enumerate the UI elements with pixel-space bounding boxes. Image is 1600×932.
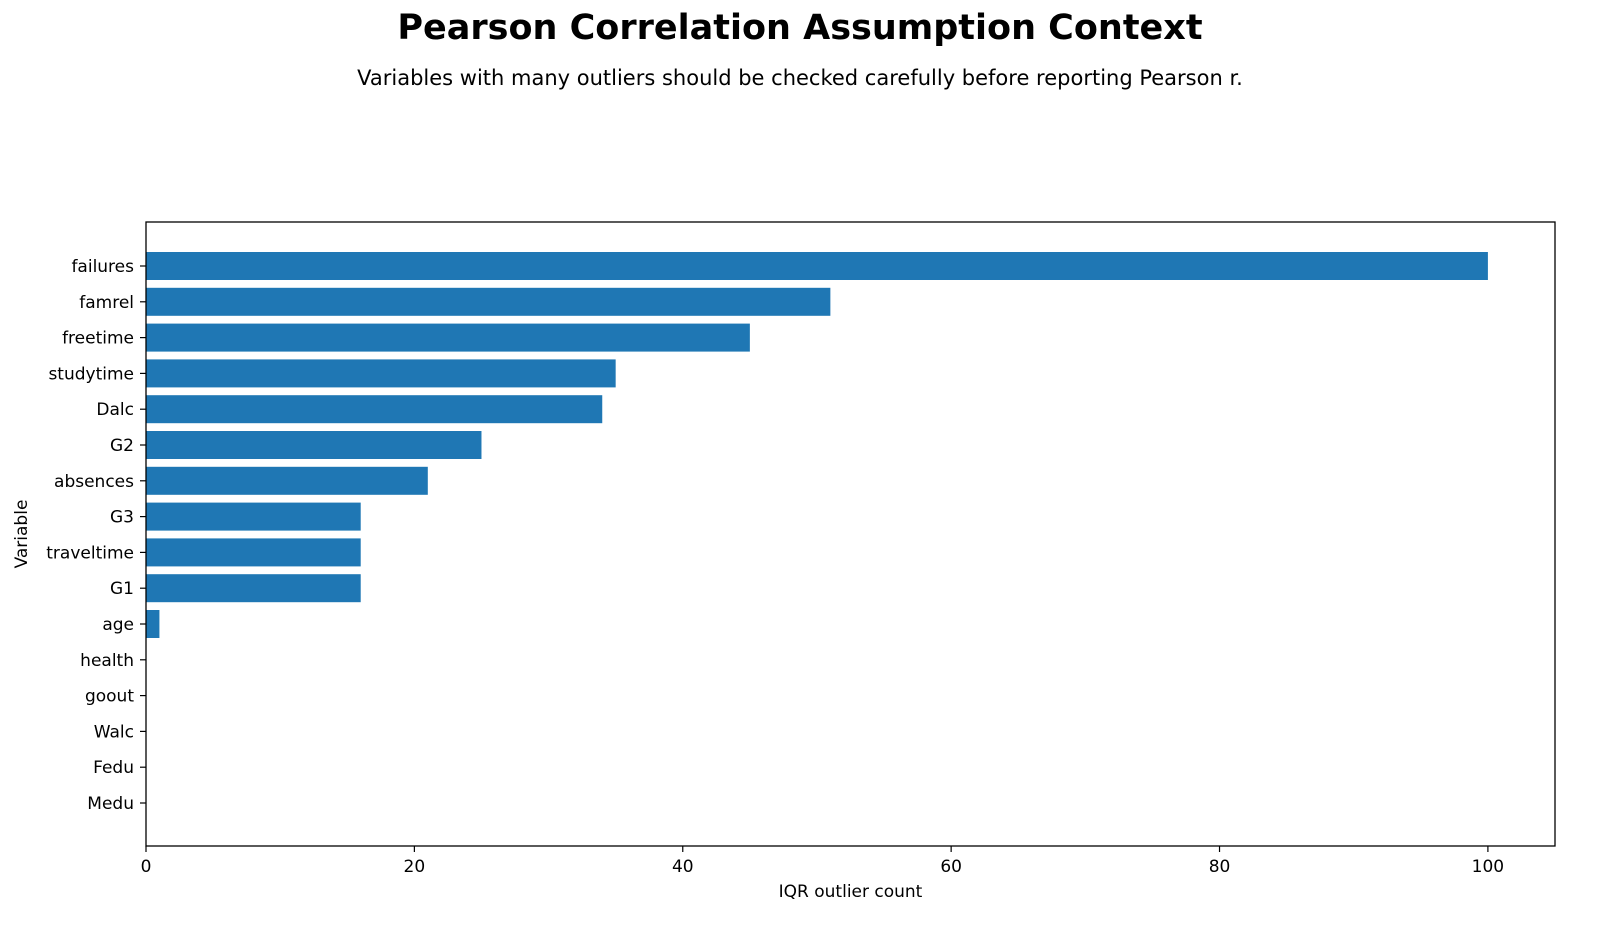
x-tick-label: 0	[141, 857, 152, 877]
bar-Dalc	[146, 395, 603, 424]
bar-G3	[146, 502, 361, 531]
bar-freetime	[146, 323, 750, 352]
x-tick-label: 20	[404, 857, 426, 877]
y-tick-label: age	[102, 615, 134, 635]
bar-absences	[146, 466, 428, 495]
bar-G2	[146, 431, 482, 459]
y-tick-label: traveltime	[46, 543, 134, 563]
bar-G1	[146, 574, 361, 603]
y-tick-label: Fedu	[93, 758, 134, 778]
bar-studytime	[146, 359, 616, 388]
y-tick-label: Dalc	[96, 400, 134, 420]
y-tick-label: Medu	[87, 794, 134, 814]
bar-traveltime	[146, 538, 361, 567]
y-tick-label: G1	[110, 579, 134, 599]
y-tick-label: G2	[110, 436, 134, 456]
y-axis-ticks: failures famrel freetime studytime Dalc G2 abs…	[46, 257, 146, 814]
x-axis-ticks: 0 20 40 60 80 100	[141, 846, 1504, 877]
y-tick-label: studytime	[48, 364, 134, 384]
x-axis-label: IQR outlier count	[779, 882, 923, 902]
y-tick-label: failures	[71, 257, 134, 277]
x-tick-label: 80	[1209, 857, 1231, 877]
y-tick-label: goout	[85, 687, 134, 707]
bars-layer	[146, 252, 1488, 638]
bar-age	[146, 610, 160, 638]
y-tick-label: health	[80, 651, 134, 671]
x-tick-label: 60	[940, 857, 962, 877]
x-tick-label: 100	[1472, 857, 1504, 877]
bar-famrel	[146, 287, 831, 316]
y-tick-label: freetime	[62, 329, 134, 349]
bar-failures	[146, 252, 1488, 280]
chart-subtitle: Variables with many outliers should be c…	[357, 66, 1243, 90]
y-tick-label: G3	[110, 508, 134, 528]
x-tick-label: 40	[672, 857, 694, 877]
y-tick-label: absences	[54, 472, 134, 492]
chart-title: Pearson Correlation Assumption Context	[397, 8, 1203, 48]
plot-frame	[145, 221, 1556, 847]
y-axis-label: Variable	[12, 500, 32, 569]
y-tick-label: famrel	[79, 293, 134, 313]
y-tick-label: Walc	[94, 722, 134, 742]
